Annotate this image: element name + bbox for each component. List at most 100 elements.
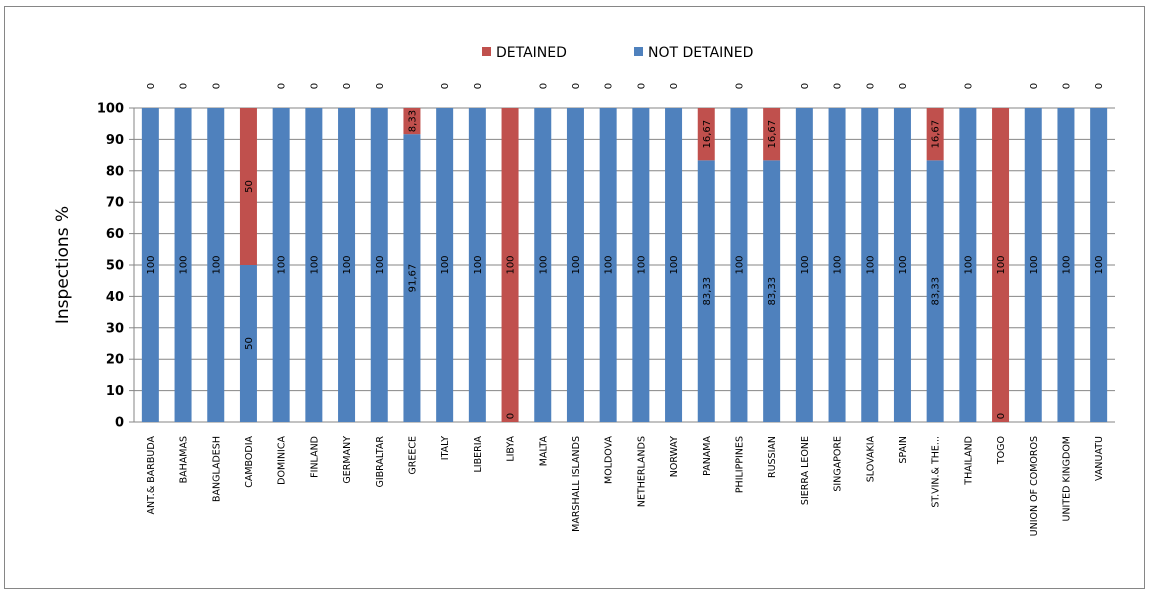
y-tick-label: 70 [106, 196, 124, 211]
y-tick-label: 30 [106, 321, 124, 336]
data-label-detained: 0 [1061, 83, 1072, 89]
bar-not-detained [1090, 108, 1108, 422]
category-label: NORWAY [669, 436, 680, 477]
data-label-not-detained: 100 [898, 255, 909, 274]
category-label: UNITED KINGDOM [1061, 436, 1072, 522]
category-label: MOLDOVA [604, 436, 615, 484]
bar-not-detained [697, 160, 715, 422]
data-label-not-detained: 100 [211, 255, 222, 274]
bar-not-detained [207, 108, 225, 422]
data-label-detained: 0 [1094, 83, 1105, 89]
data-label-not-detained: 100 [473, 255, 484, 274]
data-label-not-detained: 50 [244, 337, 255, 350]
category-label: GIBRALTAR [375, 436, 386, 488]
bar-not-detained [174, 108, 192, 422]
category-label: CAMBODIA [244, 436, 255, 488]
y-tick-label: 20 [106, 353, 124, 368]
data-label-detained: 16,67 [702, 120, 713, 149]
data-label-detained: 0 [538, 83, 549, 89]
bar-detained [501, 108, 519, 422]
bar-not-detained [305, 108, 323, 422]
y-tick-label: 60 [106, 227, 124, 242]
category-label: ITALY [440, 436, 451, 460]
bar-not-detained [599, 108, 617, 422]
data-label-detained: 0 [309, 83, 320, 89]
y-tick-label: 40 [106, 290, 124, 305]
bar-not-detained [436, 108, 454, 422]
data-label-detained: 8,33 [407, 110, 418, 132]
data-label-detained: 100 [506, 255, 517, 274]
data-label-detained: 0 [277, 83, 288, 89]
bar-not-detained [370, 108, 388, 422]
data-label-detained: 0 [800, 83, 811, 89]
category-label: BAHAMAS [179, 436, 190, 483]
data-label-not-detained: 83,33 [702, 277, 713, 306]
bar-not-detained [1024, 108, 1042, 422]
bar-not-detained [959, 108, 977, 422]
category-label: MALTA [538, 436, 549, 467]
data-label-not-detained: 83,33 [767, 277, 778, 306]
bar-not-detained [632, 108, 650, 422]
data-label-not-detained: 100 [179, 255, 190, 274]
bar-not-detained [926, 160, 944, 422]
data-label-not-detained: 100 [636, 255, 647, 274]
category-label: GERMANY [342, 436, 353, 484]
category-label: FINLAND [309, 436, 320, 478]
bar-detained [763, 108, 781, 161]
data-label-not-detained: 0 [506, 413, 517, 419]
category-label: NETHERLANDS [636, 436, 647, 507]
data-label-not-detained: 100 [342, 255, 353, 274]
data-label-detained: 0 [375, 83, 386, 89]
y-axis-title: Inspections % [53, 206, 73, 324]
bar-not-detained [893, 108, 911, 422]
data-label-detained: 0 [473, 83, 484, 89]
bar-not-detained [828, 108, 846, 422]
data-label-not-detained: 0 [996, 413, 1007, 419]
y-tick-label: 90 [106, 133, 124, 148]
bar-not-detained [665, 108, 683, 422]
bar-detained [239, 108, 257, 265]
data-label-not-detained: 100 [146, 255, 157, 274]
data-label-detained: 0 [898, 83, 909, 89]
data-label-not-detained: 100 [833, 255, 844, 274]
data-label-detained: 0 [865, 83, 876, 89]
data-label-detained: 0 [669, 83, 680, 89]
data-label-not-detained: 100 [669, 255, 680, 274]
data-label-detained: 0 [440, 83, 451, 89]
data-label-not-detained: 91,67 [407, 264, 418, 293]
data-label-detained: 0 [734, 83, 745, 89]
bar-not-detained [795, 108, 813, 422]
bar-not-detained [141, 108, 159, 422]
y-tick-label: 80 [106, 164, 124, 179]
bar-not-detained [1057, 108, 1075, 422]
category-label: ANT.& BARBUDA [146, 436, 157, 515]
data-label-not-detained: 100 [571, 255, 582, 274]
category-label: LIBYA [506, 436, 517, 462]
bar-detained [992, 108, 1010, 422]
data-label-not-detained: 100 [963, 255, 974, 274]
y-tick-label: 50 [106, 259, 124, 274]
data-label-detained: 0 [211, 83, 222, 89]
category-label: TOGO [996, 436, 1007, 465]
data-label-detained: 100 [996, 255, 1007, 274]
bar-not-detained [861, 108, 879, 422]
y-tick-label: 10 [106, 384, 124, 399]
legend-label: NOT DETAINED [648, 45, 753, 61]
data-label-not-detained: 100 [309, 255, 320, 274]
category-label: PHILIPPINES [734, 436, 745, 493]
data-label-not-detained: 83,33 [931, 277, 942, 306]
data-label-detained: 0 [636, 83, 647, 89]
category-label: SPAIN [898, 436, 909, 464]
category-label: MARSHALL ISLANDS [571, 436, 582, 532]
data-label-not-detained: 100 [800, 255, 811, 274]
category-label: SLOVAKIA [865, 436, 876, 483]
data-label-detained: 0 [146, 83, 157, 89]
category-label: BANGLADESH [211, 436, 222, 502]
data-label-detained: 0 [604, 83, 615, 89]
category-label: GREECE [407, 436, 418, 475]
data-label-detained: 0 [342, 83, 353, 89]
data-label-not-detained: 100 [375, 255, 386, 274]
data-label-not-detained: 100 [277, 255, 288, 274]
category-label: PANAMA [702, 436, 713, 476]
